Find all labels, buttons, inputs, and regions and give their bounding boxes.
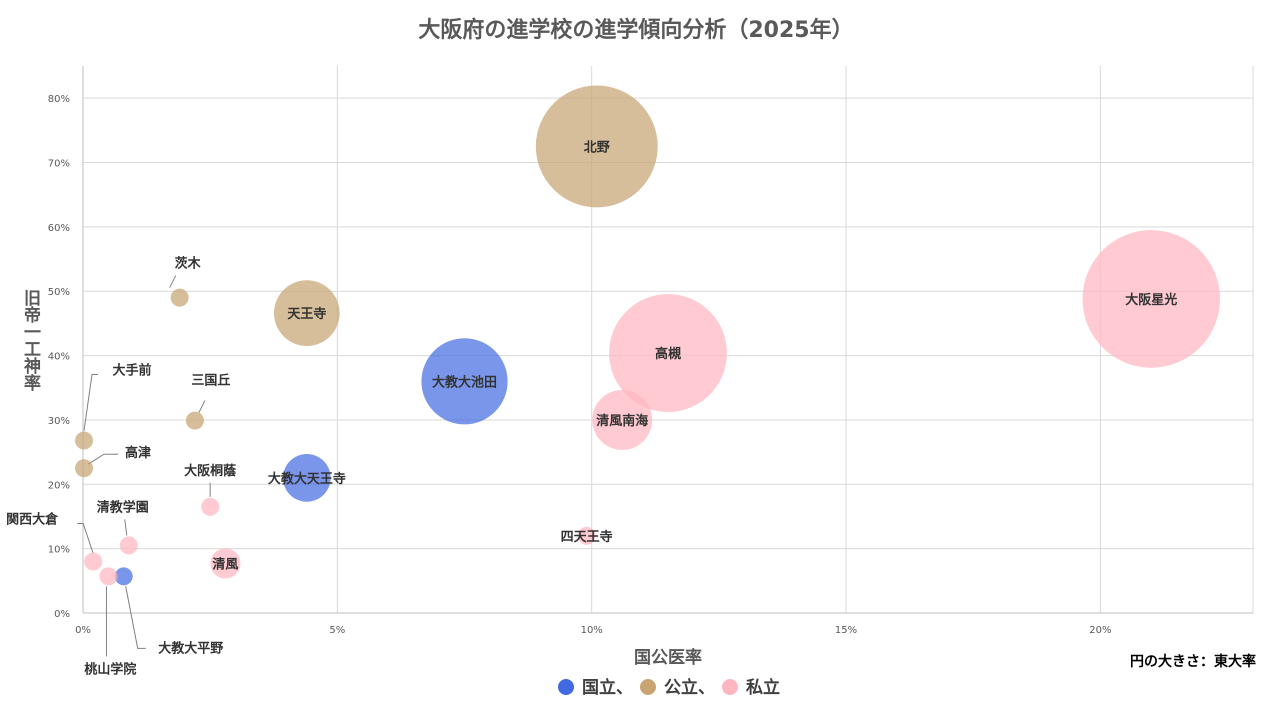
bubble-三国丘	[185, 411, 204, 430]
bubble-size-note: 円の大きさ：東大率	[1130, 653, 1256, 670]
label-天王寺: 天王寺	[287, 306, 326, 322]
label-大教大池田: 大教大池田	[432, 374, 497, 390]
y-tick-label: 80%	[48, 94, 70, 105]
leader-lines	[77, 275, 211, 657]
bubble-北野	[535, 85, 658, 208]
label-大教大天王寺: 大教大天王寺	[268, 471, 346, 487]
label-大阪桐蔭: 大阪桐蔭	[184, 463, 237, 479]
bubble-清風	[210, 548, 241, 579]
label-大教大平野: 大教大平野	[158, 640, 223, 656]
axes	[82, 66, 1253, 614]
bubbles	[75, 85, 1221, 586]
y-tick-label: 50%	[48, 287, 70, 298]
x-axis-title: 国公医率	[634, 647, 702, 668]
leader-大教大平野	[125, 586, 146, 649]
tick-labels: 0% 5% 10% 15% 20% 0% 10% 20% 30% 40% 50% 60% 70% 80%	[48, 94, 1112, 636]
leader-三国丘	[198, 400, 206, 413]
label-北野: 北野	[584, 140, 610, 155]
bubble-大教大池田	[421, 338, 508, 425]
legend-marker-私立	[722, 679, 738, 695]
label-茨木: 茨木	[175, 256, 202, 272]
bubble-大阪桐蔭	[201, 497, 220, 516]
x-tick-label: 15%	[835, 625, 857, 636]
x-tick-label: 5%	[329, 625, 345, 636]
bubble-天王寺	[273, 280, 340, 346]
label-高津: 高津	[125, 445, 151, 461]
legend: 国立、 公立、 私立	[558, 677, 780, 698]
y-tick-label: 40%	[48, 352, 70, 363]
leader-茨木	[169, 275, 177, 288]
label-三国丘: 三国丘	[191, 374, 230, 389]
y-tick-label: 10%	[48, 545, 70, 556]
bubble-大手前	[75, 431, 94, 450]
bubble-桃山学院	[99, 567, 118, 586]
label-清風南海: 清風南海	[596, 413, 648, 429]
label-大阪星光: 大阪星光	[1125, 292, 1177, 308]
label-清教学園: 清教学園	[97, 499, 149, 515]
bubble-大阪星光	[1082, 230, 1221, 368]
bubble-大教大平野	[114, 567, 133, 586]
label-四天王寺: 四天王寺	[561, 529, 613, 545]
y-tick-label: 60%	[48, 223, 70, 234]
x-tick-label: 0%	[75, 625, 91, 636]
legend-label-私立: 私立	[746, 677, 780, 698]
label-関西大倉: 関西大倉	[6, 512, 59, 528]
label-清風: 清風	[212, 556, 238, 572]
legend-marker-公立	[640, 679, 656, 695]
bubble-茨木	[170, 288, 189, 307]
label-大手前: 大手前	[113, 363, 152, 379]
leader-清教学園	[124, 519, 128, 536]
legend-marker-国立	[558, 679, 574, 695]
bubble-関西大倉	[84, 552, 103, 571]
chart-title: 大阪府の進学校の進学傾向分析（2025年）	[418, 17, 853, 43]
bubble-清教学園	[119, 536, 138, 555]
x-tick-label: 20%	[1089, 625, 1111, 636]
leader-大手前	[83, 374, 99, 431]
label-桃山学院: 桃山学院	[84, 661, 136, 677]
bubble-清風南海	[592, 389, 653, 450]
bubble-四天王寺	[577, 526, 596, 545]
y-axis-title: 旧帝一工神率	[20, 289, 41, 392]
y-tick-label: 20%	[48, 480, 70, 491]
leader-高津	[87, 453, 119, 465]
bubble-高槻	[609, 294, 727, 412]
y-tick-label: 30%	[48, 416, 70, 427]
legend-label-国立: 国立、	[582, 677, 633, 698]
y-tick-label: 70%	[48, 159, 70, 170]
label-高槻: 高槻	[655, 346, 681, 362]
leader-関西大倉	[77, 523, 94, 554]
y-tick-label: 0%	[54, 609, 70, 620]
x-tick-label: 10%	[581, 625, 603, 636]
bubble-高津	[75, 459, 94, 478]
bubble-大教大天王寺	[282, 454, 331, 502]
legend-label-公立: 公立、	[664, 677, 715, 698]
